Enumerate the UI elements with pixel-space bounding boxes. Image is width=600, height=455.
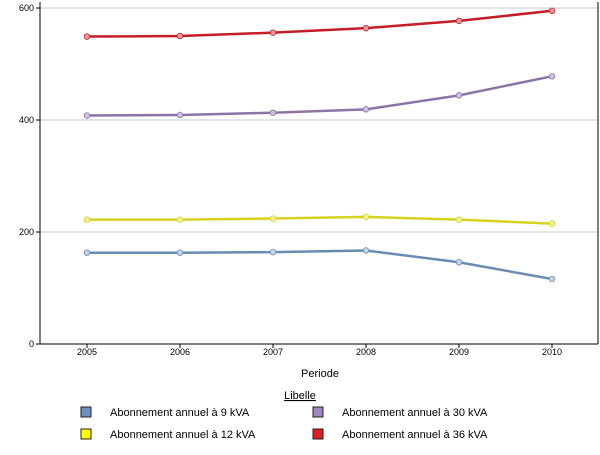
series-line: [85, 9, 554, 38]
legend-label: Abonnement annuel à 12 kVA: [110, 429, 256, 441]
y-tick-label: 600: [19, 3, 34, 13]
data-point: [269, 215, 277, 222]
data-point: [362, 106, 370, 113]
data-point: [269, 29, 277, 36]
data-point: [548, 73, 556, 80]
x-tick-labels: 2005 2006 2007 2008 2009 2010: [77, 344, 562, 357]
data-point: [548, 275, 556, 283]
x-tick-label: 2009: [449, 347, 469, 357]
data-point: [455, 92, 463, 99]
data-point: [176, 249, 184, 256]
data-point: [362, 213, 370, 221]
y-tick-label: 0: [29, 339, 34, 349]
data-point: [83, 33, 91, 40]
x-tick-label: 2008: [356, 347, 376, 357]
legend-label: Abonnement annuel à 30 kVA: [342, 407, 488, 419]
grid-lines: [40, 7, 598, 233]
series-markers: [83, 7, 556, 283]
legend-title: Libelle: [284, 390, 316, 402]
data-point: [455, 216, 463, 223]
x-tick-label: 2005: [77, 347, 97, 357]
y-tick-label: 400: [19, 115, 34, 125]
y-tick-labels: 0 200 400 600: [19, 3, 40, 349]
series-line: [85, 75, 554, 117]
axes: [39, 2, 599, 345]
data-point: [548, 7, 556, 14]
data-point: [83, 112, 91, 119]
legend-label: Abonnement annuel à 9 kVA: [110, 407, 250, 419]
legend-swatch: [80, 406, 92, 418]
data-point: [269, 248, 277, 256]
data-point: [455, 17, 463, 25]
data-point: [176, 216, 184, 223]
data-point: [362, 24, 370, 32]
data-point: [455, 259, 463, 266]
data-point: [362, 247, 370, 254]
legend-label: Abonnement annuel à 36 kVA: [342, 429, 488, 441]
legend-swatch: [312, 406, 324, 418]
data-point: [83, 216, 91, 223]
y-tick-label: 200: [19, 227, 34, 237]
data-point: [269, 109, 277, 116]
data-point: [83, 249, 91, 256]
data-point: [548, 220, 556, 227]
x-tick-label: 2006: [170, 347, 190, 357]
data-point: [176, 111, 184, 119]
x-tick-label: 2010: [542, 347, 562, 357]
series-line: [85, 215, 554, 225]
series-line: [85, 249, 554, 281]
x-tick-label: 2007: [263, 347, 283, 357]
x-axis-title: Periode: [301, 368, 339, 380]
legend-swatch: [312, 428, 324, 440]
legend: Abonnement annuel à 9 kVA Abonnement annu…: [80, 406, 488, 441]
legend-swatch: [80, 428, 92, 440]
data-point: [176, 32, 184, 40]
series-lines: [85, 9, 554, 281]
